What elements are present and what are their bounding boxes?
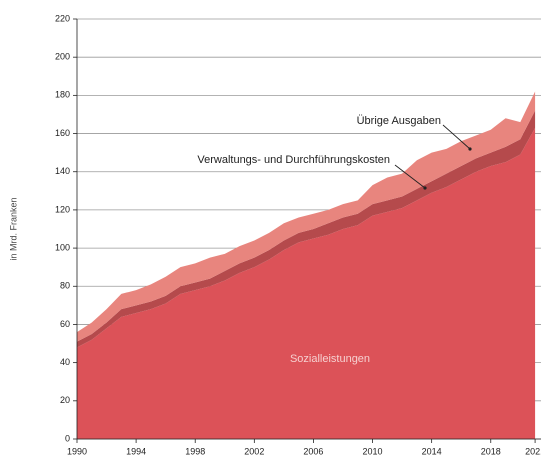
x-tick-label: 2010: [363, 446, 383, 456]
x-tick-label: 1990: [67, 446, 87, 456]
y-axis-label: in Mrd. Franken: [8, 197, 18, 260]
x-tick-label: 1994: [126, 446, 146, 456]
y-tick-label: 120: [55, 204, 70, 214]
y-tick-label: 40: [60, 357, 70, 367]
y-tick-label: 200: [55, 52, 70, 62]
x-tick-label: 1998: [185, 446, 205, 456]
y-tick-label: 140: [55, 166, 70, 176]
y-tick-label: 0: [65, 433, 70, 443]
axis-layer: 0 20 40 60 80 100 120 140 160 180 200 220 1990 1994 19…: [55, 13, 541, 456]
y-tick-label: 100: [55, 242, 70, 252]
annotation-dot: [423, 186, 427, 190]
series-label: Verwaltungs- und Durchführungskosten: [197, 154, 390, 166]
annotation-line: [394, 164, 426, 189]
area: [77, 91, 536, 342]
y-tick-label: 60: [60, 319, 70, 329]
x-tick-label: 2021: [525, 446, 541, 456]
series-label: Übrige Ausgaben: [357, 115, 441, 127]
area-layer: [77, 91, 536, 440]
x-tick-label: 2002: [244, 446, 264, 456]
y-tick-label: 160: [55, 128, 70, 138]
y-tick-label: 80: [60, 281, 70, 291]
area: [77, 127, 536, 440]
series-label: Sozialleistungen: [290, 353, 370, 365]
y-tick-label: 220: [55, 13, 70, 23]
x-tick-label: 2014: [422, 446, 442, 456]
x-tick-label: 2018: [481, 446, 501, 456]
x-tick-label: 2006: [303, 446, 323, 456]
annotation-line: [442, 124, 471, 150]
annotation-dot: [468, 147, 472, 151]
area: [77, 110, 536, 348]
y-tick-label: 180: [55, 90, 70, 100]
y-tick-label: 20: [60, 395, 70, 405]
